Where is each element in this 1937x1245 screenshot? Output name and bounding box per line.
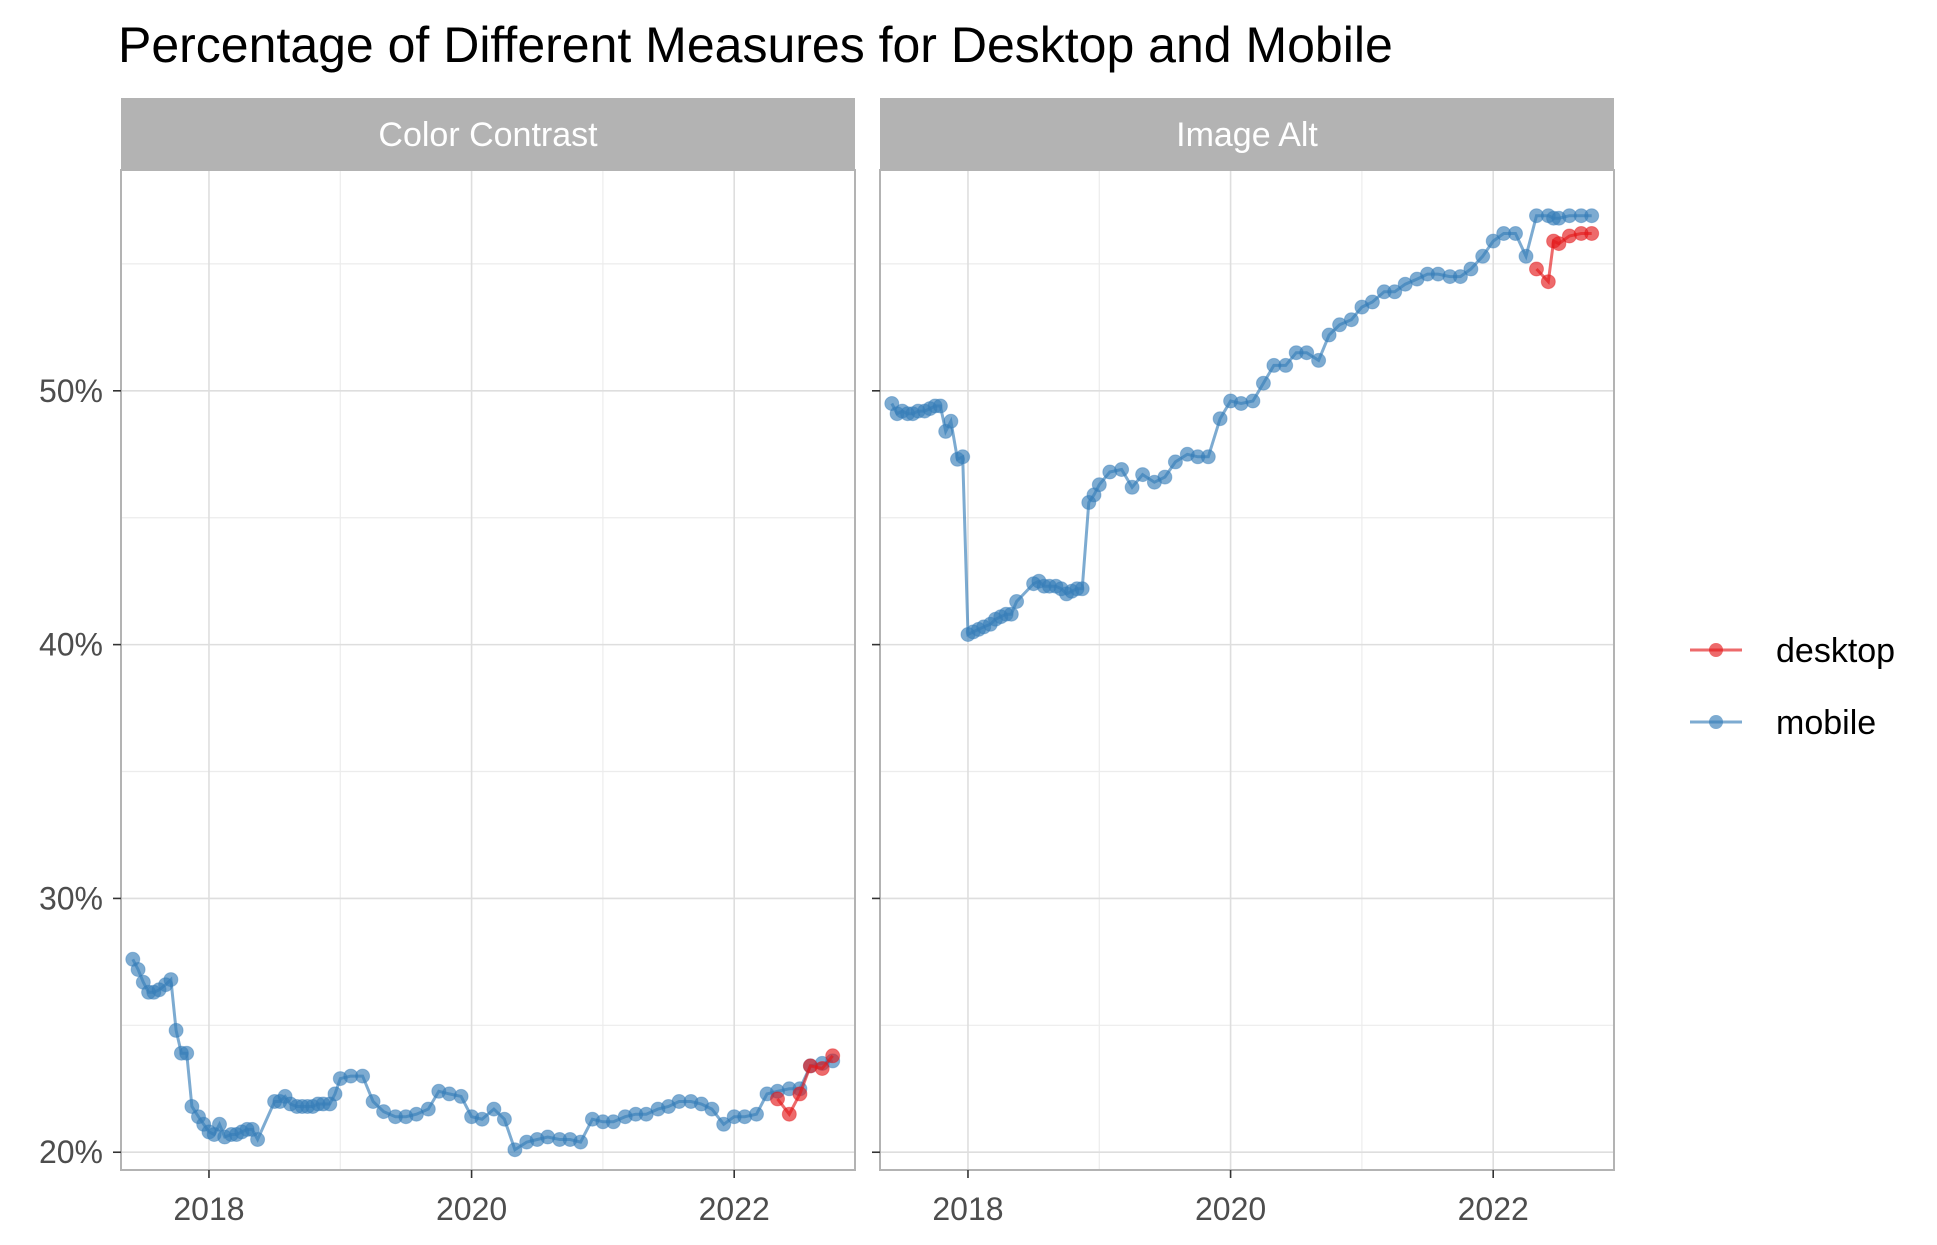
- data-point: [825, 1048, 841, 1064]
- panel-background: [880, 170, 1614, 1170]
- data-point: [1518, 248, 1534, 264]
- x-tick-label: 2018: [173, 1191, 244, 1227]
- data-point: [955, 449, 971, 465]
- data-point: [212, 1116, 227, 1132]
- data-point: [573, 1134, 589, 1150]
- data-point: [1157, 469, 1173, 485]
- data-point: [943, 413, 959, 429]
- data-point: [1074, 581, 1090, 597]
- facet-strip-label: Image Alt: [1176, 116, 1318, 154]
- legend: desktop mobile: [1690, 632, 1895, 742]
- facet-panel: Image Alt 2018 2020 2022: [872, 98, 1615, 1227]
- y-tick-label: 30%: [39, 880, 103, 916]
- data-point: [496, 1111, 512, 1127]
- data-point: [638, 1106, 654, 1122]
- data-point: [474, 1111, 490, 1127]
- x-tick-label: 2022: [1458, 1191, 1529, 1227]
- data-point: [1397, 276, 1413, 292]
- data-point: [376, 1104, 392, 1120]
- x-tick-label: 2018: [932, 1191, 1003, 1227]
- data-point: [1009, 594, 1025, 609]
- data-point: [1321, 327, 1337, 343]
- data-point: [814, 1061, 830, 1076]
- data-point: [184, 1099, 200, 1114]
- data-point: [179, 1045, 195, 1061]
- data-point: [1551, 236, 1567, 252]
- data-point: [486, 1101, 502, 1117]
- data-point: [1364, 294, 1380, 310]
- data-point: [1255, 375, 1271, 391]
- y-tick-label: 50%: [39, 373, 103, 409]
- facet-strip: [121, 98, 855, 170]
- data-point: [1343, 312, 1359, 328]
- data-point: [704, 1101, 720, 1117]
- legend-item-mobile: mobile: [1690, 704, 1876, 742]
- series-mobile: [884, 208, 1600, 642]
- facet-strip-label: Color Contrast: [378, 116, 598, 154]
- data-point: [1584, 226, 1600, 241]
- data-point: [1135, 467, 1151, 483]
- data-point: [507, 1142, 523, 1158]
- data-point: [749, 1106, 764, 1122]
- data-point: [1114, 462, 1130, 477]
- data-point: [932, 398, 948, 414]
- data-point: [1311, 352, 1327, 368]
- data-point: [1387, 284, 1403, 300]
- data-point: [355, 1068, 371, 1084]
- legend-swatch-point: [1709, 643, 1723, 657]
- data-point: [1124, 479, 1140, 495]
- data-point: [1452, 269, 1468, 285]
- data-point: [605, 1114, 621, 1130]
- legend-label: desktop: [1776, 632, 1895, 670]
- data-point: [716, 1116, 732, 1132]
- x-tick-label: 2022: [699, 1191, 770, 1227]
- data-point: [1508, 226, 1523, 241]
- data-point: [770, 1091, 785, 1107]
- data-point: [1245, 393, 1261, 409]
- data-point: [1278, 357, 1294, 373]
- data-point: [1091, 477, 1107, 493]
- x-tick-label: 2020: [1195, 1191, 1266, 1227]
- data-point: [1200, 449, 1216, 465]
- data-point: [1332, 317, 1348, 333]
- data-point: [1475, 248, 1491, 264]
- series-desktop: [770, 1048, 841, 1122]
- data-point: [1003, 606, 1019, 622]
- series-desktop: [1529, 226, 1600, 290]
- data-point: [163, 972, 179, 988]
- x-tick-label: 2020: [436, 1191, 507, 1227]
- data-point: [1540, 274, 1556, 290]
- data-point: [365, 1094, 381, 1109]
- data-point: [781, 1106, 797, 1122]
- data-point: [130, 962, 146, 977]
- data-point: [1463, 261, 1479, 277]
- legend-swatch-point: [1709, 715, 1723, 729]
- data-point: [250, 1132, 266, 1147]
- data-point: [1299, 345, 1315, 361]
- data-point: [1584, 208, 1600, 224]
- data-point: [168, 1022, 184, 1038]
- facet-panel: Color Contrast 2018 2020 2022 20% 30% 40% 50%: [39, 98, 856, 1227]
- data-point: [792, 1086, 808, 1102]
- data-point: [408, 1106, 424, 1122]
- facet-strip: [880, 98, 1614, 170]
- data-point: [453, 1088, 469, 1104]
- chart-title: Percentage of Different Measures for Des…: [118, 17, 1393, 73]
- data-point: [1485, 233, 1501, 249]
- legend-label: mobile: [1776, 704, 1876, 742]
- data-point: [420, 1101, 436, 1117]
- legend-item-desktop: desktop: [1690, 632, 1895, 670]
- y-tick-label: 40%: [39, 627, 103, 663]
- y-tick-label: 20%: [39, 1134, 103, 1170]
- data-point: [1212, 411, 1228, 427]
- data-point: [1529, 261, 1544, 277]
- panel-background: [121, 170, 855, 1170]
- data-point: [1167, 454, 1183, 470]
- data-point: [327, 1086, 343, 1102]
